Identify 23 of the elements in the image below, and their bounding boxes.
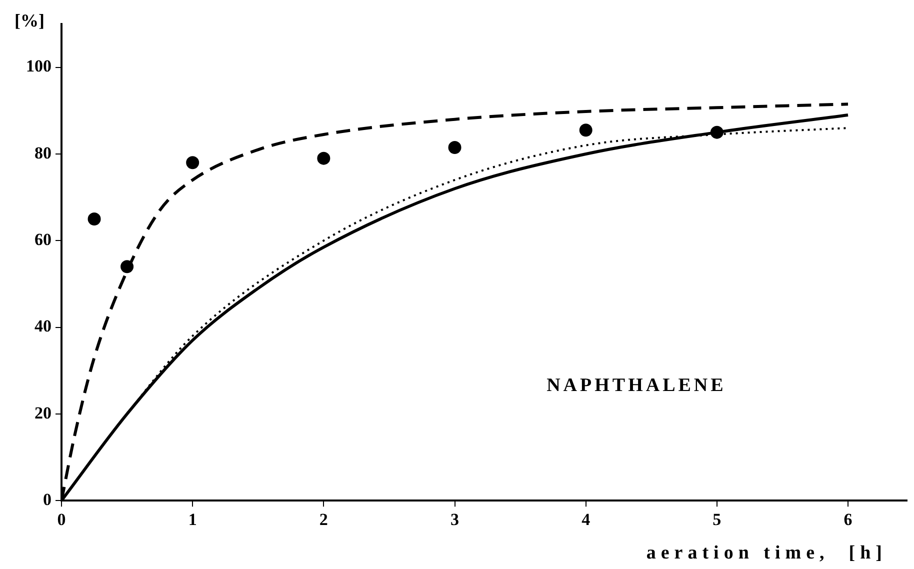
y-tick-label: 20 xyxy=(34,403,52,422)
y-tick-label: 60 xyxy=(34,230,52,250)
point xyxy=(448,140,462,154)
point xyxy=(186,156,200,170)
x-tick-label: 4 xyxy=(582,510,591,530)
y-axis-title: [%] xyxy=(14,10,44,31)
point xyxy=(710,126,724,139)
point xyxy=(120,260,134,274)
x-tick-label: 1 xyxy=(188,510,197,530)
point xyxy=(88,212,101,226)
x-tick-label: 6 xyxy=(844,510,852,530)
y-tick-label: 100 xyxy=(26,56,52,76)
annotation: NAPHTHALENE xyxy=(546,375,726,396)
y-tick-label: 80 xyxy=(34,143,52,162)
point xyxy=(317,152,330,165)
x-tick-label: 5 xyxy=(712,510,722,530)
y-tick-label: 40 xyxy=(34,316,52,336)
x-tick-label: 3 xyxy=(450,510,460,530)
x-tick-label: 0 xyxy=(57,510,66,530)
point xyxy=(579,124,592,137)
x-tick-label: 2 xyxy=(319,510,328,530)
y-tick-label: 0 xyxy=(43,490,52,509)
x-axis-title: aeration time, [h] xyxy=(646,542,887,564)
